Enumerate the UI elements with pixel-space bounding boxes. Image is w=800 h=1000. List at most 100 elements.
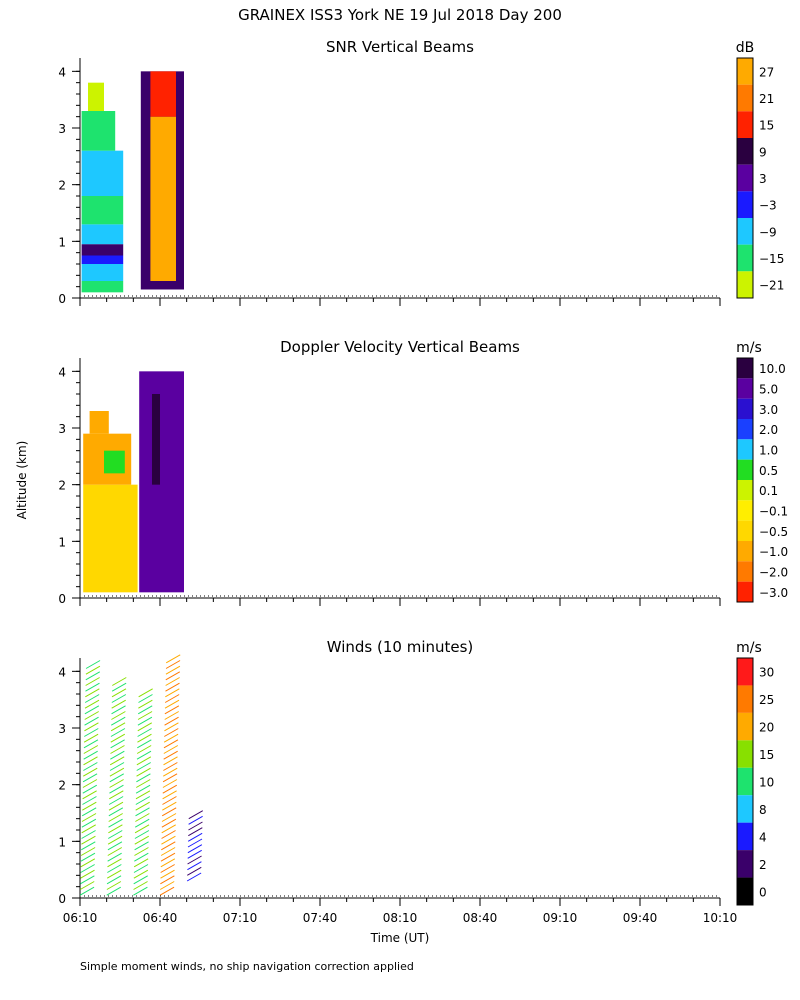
colorbar-label: 9 xyxy=(759,145,767,159)
wind-barb xyxy=(85,682,100,692)
wind-barb xyxy=(133,875,148,885)
snr-cell xyxy=(150,116,176,282)
panel-title: Winds (10 minutes) xyxy=(327,638,474,656)
wind-barb xyxy=(160,864,175,873)
x-axis-label: Time (UT) xyxy=(370,931,430,945)
wind-barb xyxy=(187,832,203,842)
wind-barb xyxy=(188,810,204,820)
wind-barb xyxy=(165,677,180,686)
wind-barb xyxy=(187,861,202,871)
wind-barb xyxy=(106,869,122,879)
wind-barb xyxy=(138,699,153,709)
wind-barb xyxy=(164,728,179,737)
wind-barb xyxy=(107,852,122,862)
panel-2: Doppler Velocity Vertical Beams 0 1 2 3 4 m/s 1… xyxy=(58,338,788,606)
colorbar-swatch xyxy=(737,378,753,399)
wind-barb xyxy=(163,745,179,754)
wind-barb xyxy=(108,813,123,822)
wind-barb xyxy=(160,875,175,885)
wind-barb xyxy=(81,818,97,828)
wind-barb xyxy=(161,841,176,851)
panel-3: Winds (10 minutes) 0 1 2 3 4 06:10 06:40 07:10 07… xyxy=(58,638,774,925)
wind-barb xyxy=(106,875,122,885)
colorbar-swatch xyxy=(737,850,753,878)
x-tick-label: 08:40 xyxy=(463,911,498,925)
wind-barb xyxy=(188,815,203,825)
wind-barb xyxy=(109,784,124,794)
y-tick-label: 2 xyxy=(58,479,66,493)
wind-barb xyxy=(81,807,97,817)
wind-barb xyxy=(165,654,181,664)
colorbar-unit: dB xyxy=(736,40,755,56)
colorbar-swatch xyxy=(737,459,753,480)
panel-title: SNR Vertical Beams xyxy=(326,38,474,56)
wind-barb xyxy=(111,694,127,703)
wind-barb xyxy=(84,705,100,715)
wind-barb xyxy=(161,835,176,845)
wind-barb xyxy=(85,660,101,669)
wind-barb xyxy=(108,824,123,834)
snr-cell xyxy=(81,255,124,264)
x-tick-label: 08:10 xyxy=(383,911,418,925)
snr-cell xyxy=(81,224,124,245)
wind-barb xyxy=(187,866,202,876)
wind-barb xyxy=(110,716,126,726)
colorbar-label: 0.5 xyxy=(759,464,778,478)
wind-barb xyxy=(108,796,124,805)
wind-barb xyxy=(111,711,126,720)
wind-barb xyxy=(188,821,203,831)
colorbar-swatch xyxy=(737,712,753,741)
wind-barb xyxy=(134,835,150,845)
y-tick-label: 1 xyxy=(58,835,66,849)
wind-barb xyxy=(111,688,127,698)
wind-barb xyxy=(106,886,121,896)
wind-barb xyxy=(109,756,125,766)
wind-barb xyxy=(81,824,96,834)
wind-barb xyxy=(160,847,176,856)
wind-barb xyxy=(83,750,98,760)
snr-cell xyxy=(81,244,124,256)
colorbar-frame xyxy=(736,657,754,906)
snr-cell xyxy=(150,71,176,117)
wind-barb xyxy=(107,864,122,873)
snr-cell xyxy=(81,196,124,225)
snr-cell xyxy=(88,82,104,111)
wind-barb xyxy=(84,716,99,726)
x-tick-label: 07:40 xyxy=(303,911,338,925)
y-tick-label: 3 xyxy=(58,722,66,736)
wind-barb xyxy=(165,688,180,698)
wind-barb xyxy=(82,767,98,777)
colorbar-swatch xyxy=(737,398,753,419)
wind-barb xyxy=(109,790,124,800)
wind-barb xyxy=(162,779,178,788)
wind-barb xyxy=(108,807,124,817)
wind-barb xyxy=(161,830,176,839)
wind-barb xyxy=(134,847,149,856)
snr-cell xyxy=(81,111,116,151)
wind-barb xyxy=(160,858,176,868)
wind-barb xyxy=(82,779,98,788)
colorbar-label: 27 xyxy=(759,65,774,79)
colorbar-label: 15 xyxy=(759,119,774,133)
colorbar-label: −0.5 xyxy=(759,525,788,539)
velocity-cell xyxy=(152,394,160,485)
wind-barb xyxy=(110,722,126,732)
wind-barb xyxy=(81,841,96,851)
wind-barb xyxy=(82,801,97,811)
wind-barb xyxy=(107,835,123,845)
wind-barb xyxy=(109,779,124,788)
wind-barb xyxy=(187,849,202,859)
colorbar-swatch xyxy=(737,358,753,379)
colorbar-label: 25 xyxy=(759,693,774,707)
colorbar-label: 0.1 xyxy=(759,484,778,498)
wind-barb xyxy=(165,682,180,692)
colorbar-label: 0 xyxy=(759,885,767,899)
colorbar-label: −3.0 xyxy=(759,586,788,600)
x-tick-label: 06:10 xyxy=(63,911,98,925)
wind-barb xyxy=(81,813,97,822)
wind-barb xyxy=(109,767,125,777)
wind-barb xyxy=(162,801,177,811)
velocity-cell xyxy=(83,484,138,593)
wind-barb xyxy=(135,801,150,811)
wind-barb xyxy=(80,864,95,873)
